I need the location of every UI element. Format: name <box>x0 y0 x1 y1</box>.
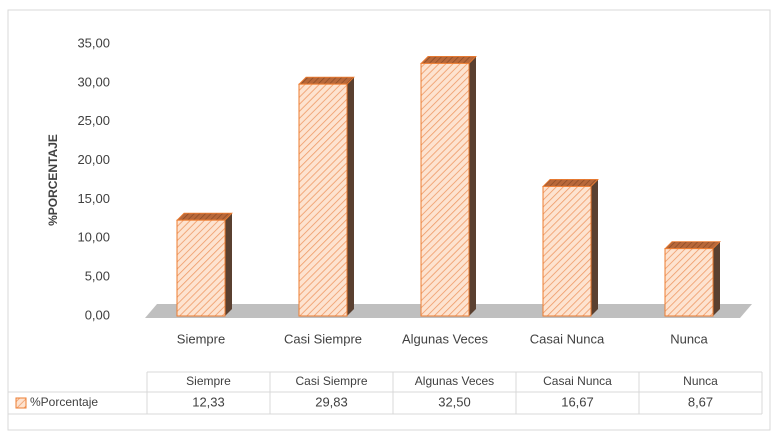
x-tick-label: Nunca <box>670 331 708 346</box>
y-tick-label: 0,00 <box>85 307 110 322</box>
legend-swatch <box>15 397 27 409</box>
y-tick-label: 15,00 <box>77 191 110 206</box>
y-tick-label: 5,00 <box>85 269 110 284</box>
bar-side <box>591 179 598 316</box>
legend-label: %Porcentaje <box>30 395 98 409</box>
y-tick-label: 25,00 <box>77 113 110 128</box>
bar-side <box>713 241 720 316</box>
y-tick-label: 20,00 <box>77 152 110 167</box>
y-tick-label: 35,00 <box>77 35 110 50</box>
bar-side <box>225 213 232 316</box>
x-tick-label: Algunas Veces <box>402 331 489 346</box>
bar-side <box>347 77 354 316</box>
bar-top <box>298 76 355 85</box>
bar <box>420 62 470 317</box>
table-header: Siempre <box>186 374 231 388</box>
table-header: Algunas Veces <box>415 374 494 388</box>
bar <box>664 248 714 317</box>
y-axis-label: %PORCENTAJE <box>46 134 60 226</box>
table-header: Casi Siempre <box>295 374 367 388</box>
table-value: 29,83 <box>315 394 348 409</box>
table-header: Nunca <box>683 374 718 388</box>
chart-border <box>7 9 771 431</box>
table-header: Casai Nunca <box>543 374 612 388</box>
table-value: 16,67 <box>561 394 594 409</box>
x-tick-label: Casai Nunca <box>530 331 605 346</box>
table-value: 8,67 <box>688 394 713 409</box>
x-tick-label: Siempre <box>177 331 225 346</box>
bar <box>298 83 348 317</box>
bar-side <box>469 56 476 317</box>
bar-top <box>420 56 477 64</box>
bar-top <box>176 212 233 221</box>
bar <box>176 219 226 317</box>
bar-top <box>542 179 599 187</box>
table-value: 32,50 <box>438 394 471 409</box>
y-tick-label: 10,00 <box>77 230 110 245</box>
bar <box>542 185 592 317</box>
bar-top <box>664 241 721 250</box>
y-tick-label: 30,00 <box>77 74 110 89</box>
x-tick-label: Casi Siempre <box>284 331 362 346</box>
table-value: 12,33 <box>192 394 225 409</box>
